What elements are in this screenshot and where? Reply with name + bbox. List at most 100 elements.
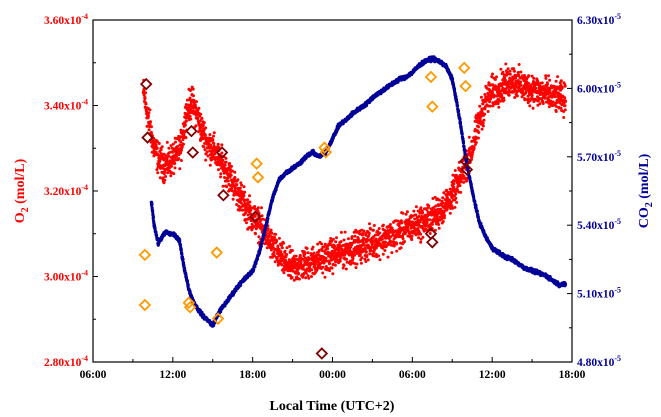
trace-dot	[441, 201, 445, 205]
trace-dot	[167, 154, 171, 158]
trace-dot	[191, 87, 195, 91]
trace-dot	[437, 198, 441, 202]
trace-dot	[386, 255, 390, 259]
trace-dot	[221, 184, 225, 188]
trace-dot	[439, 207, 443, 211]
trace-dot	[508, 69, 512, 73]
trace-dot	[299, 260, 303, 264]
trace-dot	[450, 204, 454, 208]
trace-dot	[171, 142, 175, 146]
trace-dot	[204, 126, 208, 130]
right-tick-label: 5.70x10-5	[577, 149, 621, 164]
trace-dot	[419, 240, 423, 244]
trace-dot	[435, 214, 439, 218]
trace-dot	[378, 258, 382, 262]
trace-dot	[342, 238, 346, 242]
trace-dot	[279, 250, 283, 254]
trace-dot	[278, 259, 282, 263]
trace-dot	[389, 235, 393, 239]
data-point	[556, 95, 561, 99]
trace-dot	[528, 104, 532, 108]
trace-dot	[204, 158, 208, 162]
data-point	[390, 82, 395, 86]
data-point	[224, 300, 228, 305]
trace-dot	[243, 190, 247, 194]
trace-dot	[368, 227, 372, 231]
trace-dot	[474, 141, 478, 144]
trace-dot	[157, 162, 161, 166]
data-point	[357, 107, 361, 111]
diamond-marker	[426, 100, 439, 113]
trace-dot	[155, 146, 159, 150]
trace-dot	[270, 231, 274, 235]
trace-dot	[175, 137, 179, 141]
trace-dot	[419, 206, 423, 210]
left-tick-label: 3.40x10-4	[44, 98, 88, 113]
trace-dot	[345, 257, 349, 261]
trace-dot	[396, 219, 400, 223]
trace-dot	[209, 143, 213, 147]
trace-dot	[540, 81, 544, 85]
trace-dot	[170, 164, 174, 168]
data-point	[490, 246, 495, 250]
trace-dot	[504, 62, 508, 66]
data-point	[157, 159, 162, 163]
trace-dot	[503, 76, 507, 80]
trace-dot	[421, 235, 425, 239]
trace-dot	[442, 216, 446, 220]
trace-dot	[441, 196, 445, 200]
trace-dot	[233, 175, 237, 179]
trace-dot	[147, 111, 151, 115]
trace-dot	[177, 157, 181, 161]
trace-dot	[428, 218, 432, 222]
data-point	[510, 257, 514, 262]
trace-dot	[395, 249, 399, 253]
data-point	[230, 291, 235, 296]
data-point	[350, 111, 355, 116]
trace-dot	[294, 254, 298, 258]
x-axis: 06:00 12:00 18:00 00:00 06:00 12:00 18:00	[80, 357, 586, 381]
trace-dot	[527, 74, 531, 78]
trace-dot	[310, 275, 313, 278]
trace-dot	[301, 275, 305, 279]
data-point	[423, 59, 428, 63]
trace-dot	[266, 217, 270, 221]
data-point	[187, 287, 191, 291]
data-point	[477, 218, 481, 223]
trace-dot	[148, 108, 152, 112]
trace-dot	[414, 205, 418, 209]
trace-dot	[208, 163, 212, 167]
trace-dot	[186, 283, 190, 287]
trace-dot	[427, 204, 431, 208]
trace-dot	[193, 103, 197, 107]
data-point	[163, 163, 167, 168]
trace-dot	[200, 116, 204, 120]
data-point	[244, 275, 248, 280]
data-point	[344, 249, 348, 253]
trace-dot	[282, 241, 286, 245]
trace-dot	[294, 261, 298, 265]
data-point	[304, 261, 308, 266]
trace-dot	[256, 221, 260, 225]
trace-dot	[283, 249, 287, 253]
trace-dot	[290, 276, 294, 279]
trace-dot	[216, 142, 220, 146]
trace-dot	[323, 275, 327, 279]
trace-dot	[282, 271, 286, 275]
diamond-marker	[251, 171, 265, 184]
diamond-marker	[186, 146, 200, 159]
trace-dot	[224, 160, 228, 164]
trace-dot	[235, 203, 239, 206]
data-point	[183, 269, 187, 273]
trace-dot	[317, 248, 321, 252]
trace-dot	[455, 188, 459, 192]
trace-dot	[563, 84, 567, 88]
trace-dot	[217, 168, 220, 172]
trace-dot	[235, 183, 239, 187]
trace-dot	[362, 229, 366, 233]
data-point	[290, 266, 295, 270]
trace-dot	[330, 266, 334, 270]
diamond-marker	[315, 347, 329, 360]
data-point	[443, 63, 448, 68]
trace-dot	[154, 143, 158, 147]
